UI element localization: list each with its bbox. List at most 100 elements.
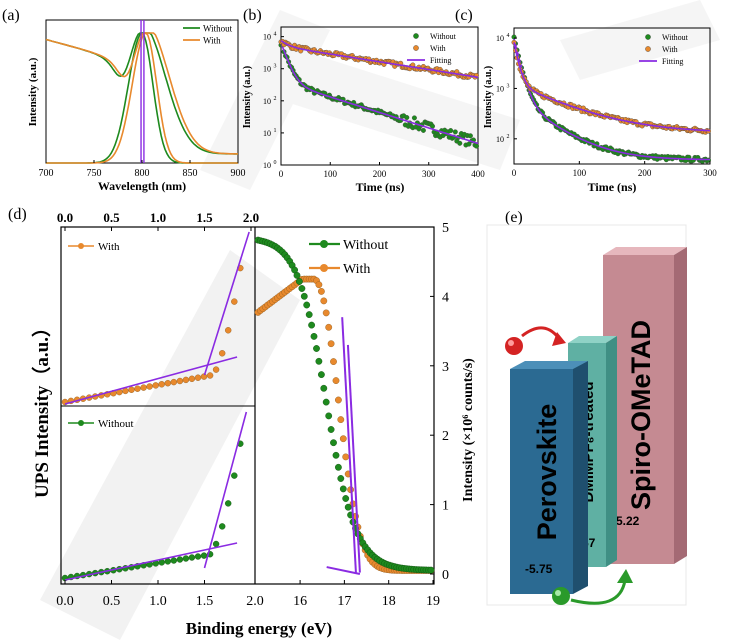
panel-d-inset-without-point: [212, 540, 220, 548]
panel-d-inset-with-point: [224, 327, 232, 334]
panel-b-ytick-label: 10: [263, 129, 271, 138]
panel-c-legend-entry: Fitting: [662, 57, 683, 66]
panel-d-bottom-tick-label: 1.0: [149, 594, 167, 609]
panel-d-without-point: [313, 345, 320, 352]
panel-b-data-point: [420, 127, 426, 133]
panel-d-with-cutoff-fit: [346, 344, 361, 573]
panel-d-ylabel: UPS Intensity（a.u.）: [30, 318, 53, 498]
panel-b-data-point: [452, 129, 458, 135]
panel-d-without-point: [310, 332, 318, 340]
panel-b-ytick-label: 10: [263, 33, 271, 42]
panel-d-without-point: [339, 485, 347, 493]
panel-d-legend-entry: With: [343, 262, 370, 277]
panel-b-data-point: [448, 128, 454, 134]
panel-d-inset-without-point: [194, 553, 202, 560]
panel-a-chart: Without With 700 750 800 850 900 Wavelength (…: [27, 19, 246, 193]
panel-c-data-point: [511, 34, 517, 40]
panel-b-data-point: [466, 141, 472, 147]
panel-d-inset-without-point: [231, 472, 238, 479]
panel-d-inset-without-point: [164, 558, 172, 565]
panel-d-inset-with-point: [200, 373, 208, 380]
panel-d-without-point: [315, 357, 323, 365]
panel-d-without-cutoff-fit: [341, 317, 357, 573]
panel-d-without-point: [322, 398, 330, 406]
panel-b-data-point: [467, 133, 473, 139]
panel-d-right-tick-label: 1: [442, 499, 449, 514]
panel-d-without-point: [327, 426, 335, 433]
panel-d-inset-with-point: [212, 366, 220, 373]
panel-d-without-point: [300, 292, 308, 300]
hole-highlight: [508, 340, 514, 346]
panel-b-legend: Without With Fitting: [407, 32, 457, 65]
panel-e-energy-diagram: Spiro-OMeTAD -5.22 DMIMPF₆-treated -5.57…: [486, 224, 687, 606]
panel-c-legend-marker: [645, 46, 651, 52]
panel-d-inset-with-point: [182, 376, 190, 384]
panel-d-inset-with-point: [188, 375, 196, 382]
panel-d-inset-with-point: [140, 384, 147, 391]
panel-d-bottom-right-tick-label: 17: [337, 594, 351, 609]
panel-d-with-point: [337, 416, 345, 423]
panel-d-inset-with-point: [231, 298, 238, 305]
panel-d-bottom-right-tick-label: 16: [293, 594, 307, 609]
panel-c-frame: [513, 27, 711, 165]
panel-b-legend-entry: Fitting: [430, 56, 451, 65]
hole-particle-icon: [505, 337, 523, 355]
panel-a-xtick-label: 750: [87, 168, 102, 179]
panel-d-top-tick-label: 0.5: [103, 210, 120, 225]
panel-b-ytick-label: 10: [263, 161, 271, 170]
panel-d-right-tick-label: 5: [442, 221, 449, 236]
panel-b-ytick-exponent: 1: [274, 128, 277, 134]
panel-d-inset-with-slope-fit: [203, 231, 250, 376]
panel-d-without-point: [303, 301, 311, 309]
panel-d-without-point: [317, 371, 325, 378]
panel-c-ytick-exponent: 2: [507, 134, 510, 140]
panel-a-series-line: [45, 32, 239, 155]
panel-d-inset-with-point: [164, 380, 172, 387]
panel-b-data-point: [474, 143, 480, 149]
panel-b-legend-marker: [413, 45, 419, 51]
panel-a-ylabel: Intensity (a.u.): [27, 57, 39, 126]
panel-d-without-point: [334, 463, 342, 471]
panel-d-inset-with-point: [158, 381, 165, 388]
panel-a-legend-entry: With: [203, 36, 221, 46]
panel-d-without-point: [320, 384, 328, 392]
panel-d-y2label: Intensity (×10⁶ counts/s): [461, 358, 476, 502]
panel-b-data-point: [430, 123, 436, 129]
panel-b-xlabel: Time (ns): [356, 180, 405, 194]
panel-d-without-point: [337, 475, 345, 482]
panel-b-xtick-label: 200: [373, 169, 387, 179]
panel-d-with-point: [342, 453, 350, 461]
panel-d-without-point: [427, 566, 435, 574]
panel-d-inset-without-point: [170, 557, 178, 564]
perovskite-label: Perovskite: [532, 404, 562, 541]
panel-d-without-point: [332, 451, 340, 459]
panel-d-with-point: [315, 281, 323, 289]
panel-a-legend: Without With: [183, 24, 233, 46]
panel-d-without-point: [342, 495, 350, 502]
electron-arrowhead-icon: [617, 569, 633, 583]
panel-a-xtick-label: 700: [39, 168, 54, 179]
panel-d-inset-without-baseline-fit: [64, 542, 238, 581]
panel-d-inset-with-marker: [78, 243, 84, 249]
panel-a-series-line: [45, 32, 238, 155]
panel-label-a: (a): [2, 7, 20, 24]
panel-d-inset-with-point: [176, 377, 184, 385]
panel-b-data-point: [411, 115, 417, 121]
panel-c-legend-marker: [645, 34, 651, 40]
watermark: [40, 0, 720, 640]
panel-b-legend-marker: [413, 33, 419, 39]
panel-b-ytick-label: 10: [263, 65, 271, 74]
panel-c-ytick-label: 10: [496, 135, 504, 144]
panel-d-inset-with-point: [170, 378, 178, 386]
panel-c-xtick-label: 300: [703, 168, 717, 178]
panel-b-fit-line: [280, 42, 479, 145]
panel-d-bottom-tick-label: 0.0: [56, 594, 74, 609]
panel-d-without-point: [325, 412, 333, 420]
panel-d-inset-with-point: [206, 372, 214, 379]
perovskite-block: Perovskite -5.75: [510, 361, 588, 594]
panel-d-legend-marker: [320, 240, 328, 248]
panel-c-ylabel: Intensity (a.u.): [483, 66, 494, 129]
panel-b-ylabel: Intensity (a.u.): [242, 66, 253, 129]
